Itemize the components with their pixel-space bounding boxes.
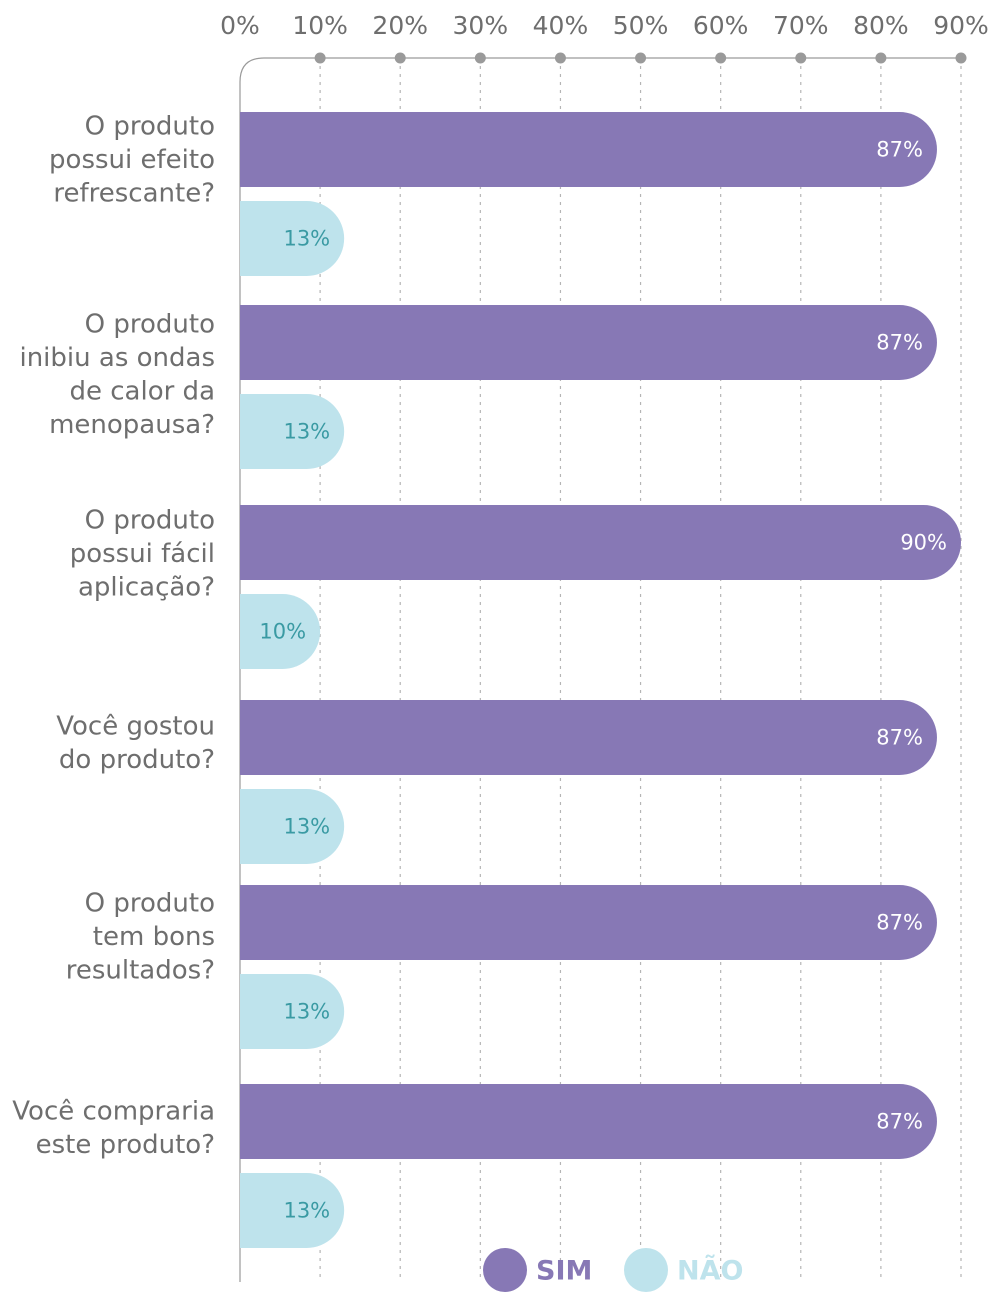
category-label: O produto (85, 112, 215, 142)
category-label: O produto (85, 889, 215, 919)
data-label: 13% (283, 227, 330, 251)
sim-bar (240, 505, 961, 580)
category-label: aplicação? (78, 573, 215, 603)
tick-dot (795, 52, 807, 64)
axis-line (239, 57, 961, 1282)
x-tick-label: 90% (933, 11, 989, 40)
data-label: 13% (283, 1000, 330, 1024)
category-label: resultados? (66, 956, 215, 986)
tick-dot (875, 52, 887, 64)
category-label: refrescante? (53, 179, 215, 209)
category-label: O produto (85, 310, 215, 340)
category-label: este produto? (36, 1130, 215, 1160)
data-label: 87% (876, 138, 923, 162)
sim-bar (240, 112, 937, 187)
x-tick-label: 60% (693, 11, 749, 40)
nao-bar (240, 594, 321, 669)
legend-swatch (483, 1248, 527, 1292)
category-label: Você compraria (12, 1097, 215, 1127)
category-label: de calor da (69, 377, 215, 407)
tick-dot (314, 52, 326, 64)
x-tick-label: 20% (372, 11, 428, 40)
x-tick-label: 0% (220, 11, 260, 40)
data-label: 87% (876, 911, 923, 935)
category-label: inibiu as ondas (19, 343, 215, 373)
category-label: tem bons (93, 922, 215, 952)
x-tick-label: 10% (292, 11, 348, 40)
x-tick-label: 70% (773, 11, 829, 40)
nao-bar (240, 201, 345, 276)
legend-swatch (624, 1248, 668, 1292)
category-label: do produto? (59, 745, 215, 775)
tick-dot (394, 52, 406, 64)
x-tick-label: 40% (533, 11, 589, 40)
data-label: 13% (283, 420, 330, 444)
legend-label: NÃO (677, 1255, 743, 1287)
nao-bar (240, 394, 345, 469)
sim-bar (240, 700, 937, 775)
nao-bar (240, 974, 345, 1049)
category-label: possui efeito (49, 145, 215, 175)
sim-bar (240, 305, 937, 380)
x-tick-label: 30% (453, 11, 509, 40)
legend-label: SIM (536, 1256, 592, 1287)
category-label: O produto (85, 506, 215, 536)
nao-bar (240, 789, 345, 864)
tick-dot (715, 52, 727, 64)
sim-bar (240, 1084, 937, 1159)
tick-dot (635, 52, 647, 64)
data-label: 87% (876, 331, 923, 355)
x-tick-label: 80% (853, 11, 909, 40)
data-label: 90% (900, 531, 947, 555)
tick-dot (554, 52, 566, 64)
x-tick-label: 50% (613, 11, 669, 40)
category-label: possui fácil (70, 539, 215, 569)
category-label: menopausa? (49, 410, 215, 440)
sim-bar (240, 885, 937, 960)
category-label: Você gostou (56, 712, 215, 742)
data-label: 13% (283, 1199, 330, 1223)
tick-dot (474, 52, 486, 64)
data-label: 87% (876, 726, 923, 750)
tick-dot (955, 52, 967, 64)
nao-bar (240, 1173, 345, 1248)
data-label: 13% (283, 815, 330, 839)
data-label: 87% (876, 1110, 923, 1134)
data-label: 10% (259, 620, 306, 644)
